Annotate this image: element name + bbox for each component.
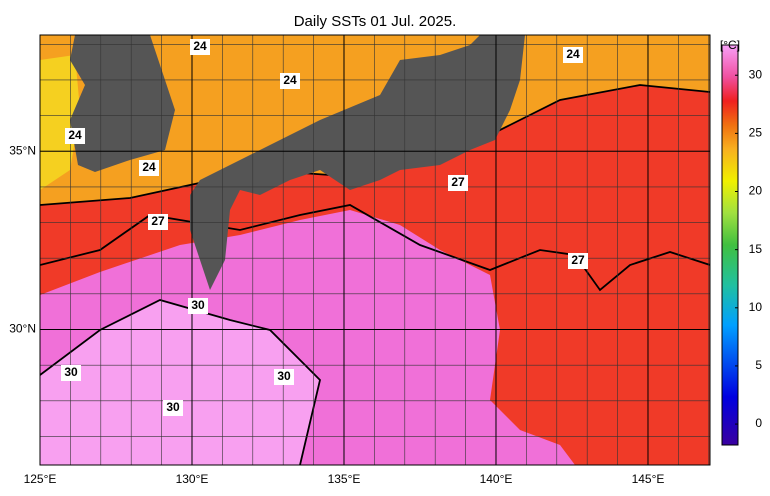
contour-label: 24 — [142, 160, 156, 174]
sst-light-pink — [40, 300, 320, 465]
contour-label-box — [448, 175, 468, 191]
lon-tick-label: 140°E — [480, 472, 513, 486]
contour-label: 27 — [571, 253, 585, 267]
contour-label-box — [563, 47, 583, 63]
land-japan — [190, 35, 525, 290]
contour-label-box — [163, 400, 183, 416]
colorbar-tick-label: 20 — [749, 184, 763, 198]
contour-label: 30 — [64, 365, 78, 379]
contour-label-box — [61, 365, 81, 381]
contour-label: 24 — [283, 73, 297, 87]
colorbar-tick-label: 0 — [755, 416, 762, 430]
contour-label-box — [65, 128, 85, 144]
contour-label: 27 — [451, 175, 465, 189]
contour-label-box — [148, 214, 168, 230]
lon-tick-label: 125°E — [24, 472, 57, 486]
lat-tick-label: 30°N — [9, 322, 36, 336]
contour-label-box — [188, 298, 208, 314]
land-korea — [70, 35, 175, 172]
map-title: Daily SSTs 01 Jul. 2025. — [294, 13, 457, 30]
contour-label: 24 — [566, 47, 580, 61]
graticule — [40, 35, 710, 465]
contour-label: 30 — [191, 298, 205, 312]
contour-label: 24 — [68, 128, 82, 142]
contour-label: 24 — [193, 39, 207, 53]
contour-label: 30 — [166, 400, 180, 414]
colorbar-tick-label: 10 — [749, 300, 763, 314]
sst-yellow — [40, 55, 80, 190]
lon-tick-label: 130°E — [176, 472, 209, 486]
contour-label: 27 — [151, 214, 165, 228]
sst-field — [40, 35, 710, 465]
contour-label-box — [190, 39, 210, 55]
contour-label-box — [280, 73, 300, 89]
colorbar-tick-label: 30 — [749, 67, 763, 81]
lon-tick-label: 145°E — [632, 472, 665, 486]
colorbar-tick-label: 5 — [755, 358, 762, 372]
contour-label-box — [274, 369, 294, 385]
colorbar-unit: [°C] — [720, 38, 740, 52]
colorbar-tick-label: 25 — [749, 126, 763, 140]
contour-label-box — [568, 253, 588, 269]
lat-tick-label: 35°N — [9, 143, 36, 157]
contour-label-box — [139, 160, 159, 176]
colorbar-tick-label: 15 — [749, 242, 763, 256]
contour-label: 30 — [277, 369, 291, 383]
colorbar — [721, 44, 739, 446]
lon-tick-label: 135°E — [328, 472, 361, 486]
map-frame — [39, 34, 711, 466]
